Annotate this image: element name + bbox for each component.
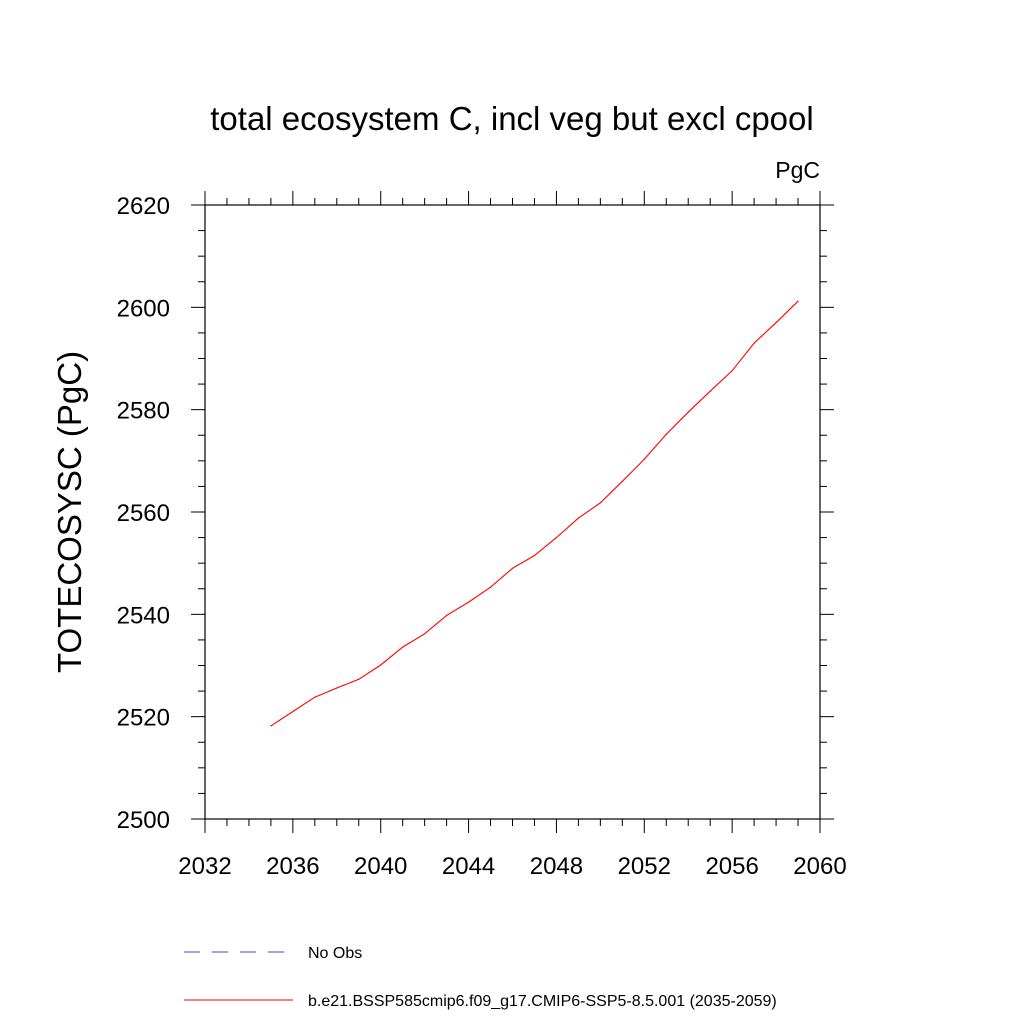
data-point — [665, 433, 667, 435]
x-tick-label: 2056 — [705, 853, 758, 880]
data-point — [599, 502, 601, 504]
data-point — [314, 696, 316, 698]
data-point — [467, 601, 470, 603]
data-point — [424, 633, 426, 635]
data-point — [555, 536, 558, 539]
chart-title: total ecosystem C, incl veg but excl cpo… — [210, 100, 814, 137]
data-point — [336, 687, 338, 689]
data-point — [731, 370, 733, 372]
data-point — [709, 390, 711, 392]
y-tick-label: 2560 — [117, 500, 170, 527]
y-tick-label: 2580 — [117, 398, 170, 425]
data-point — [797, 300, 799, 302]
data-point — [402, 646, 404, 648]
y-tick-label: 2500 — [117, 807, 170, 834]
series-line — [270, 300, 799, 727]
y-tick-label: 2620 — [117, 193, 170, 220]
x-tick-label: 2032 — [178, 853, 231, 880]
x-tick-label: 2044 — [442, 853, 495, 880]
data-point — [533, 554, 536, 557]
data-point — [489, 586, 492, 588]
legend-label: No Obs — [308, 945, 362, 962]
data-point — [380, 664, 382, 666]
data-point — [511, 567, 514, 569]
x-tick-label: 2036 — [266, 853, 319, 880]
data-point — [621, 480, 623, 482]
legend: No Obs b.e21.BSSP585cmip6.f09_g17.CMIP6-S… — [184, 945, 777, 1010]
data-point — [446, 614, 448, 616]
x-tick-label: 2040 — [354, 853, 407, 880]
y-tick-label: 2540 — [117, 602, 170, 629]
legend-label: b.e21.BSSP585cmip6.f09_g17.CMIP6-SSP5-8.… — [308, 993, 777, 1010]
plot-frame — [204, 204, 821, 820]
series-layer — [270, 300, 799, 727]
data-point — [292, 710, 294, 713]
data-point — [687, 411, 689, 413]
data-point — [643, 458, 645, 460]
y-axis-label: TOTECOSYSC (PgC) — [51, 351, 88, 673]
units-label: PgC — [775, 157, 820, 183]
data-point — [358, 678, 360, 680]
data-point — [270, 725, 272, 727]
x-tick-label: 2052 — [618, 853, 671, 880]
y-tick-label: 2600 — [117, 295, 170, 322]
x-tick-label: 2048 — [530, 853, 583, 880]
data-point — [577, 517, 579, 519]
y-tick-label: 2520 — [117, 705, 170, 732]
data-point — [775, 322, 777, 324]
x-tick-label: 2060 — [793, 853, 846, 880]
data-point — [753, 342, 755, 344]
axes: 2032 2036 2040 2044 2048 2052 2056 2060 2500 2520… — [51, 191, 847, 880]
